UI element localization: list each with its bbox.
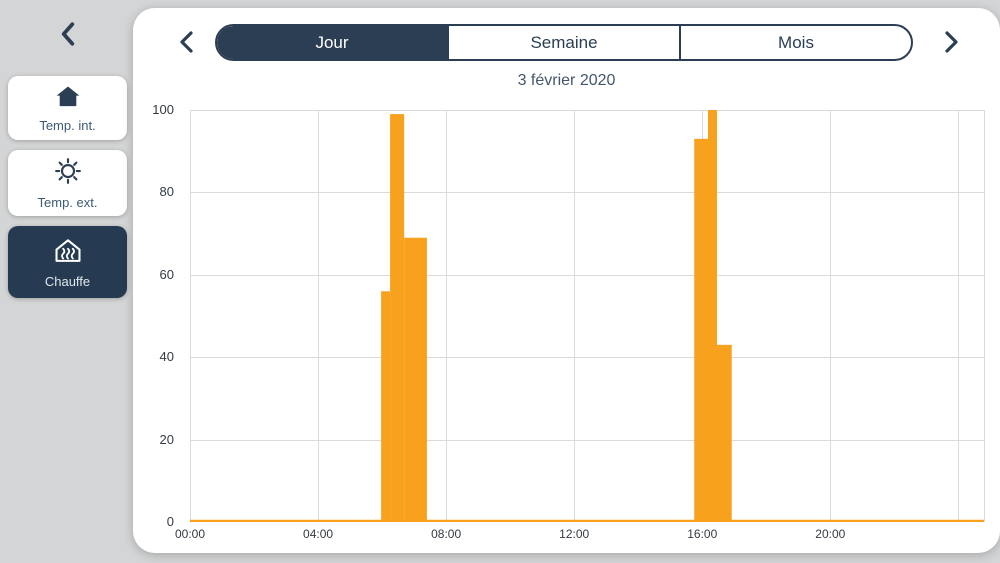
chart-date-title: 3 février 2020 (517, 72, 616, 89)
y-tick-label: 80 (159, 184, 174, 200)
sidebar-item-label: Temp. int. (39, 117, 96, 133)
house-icon (54, 84, 82, 114)
sidebar-item-label: Chauffe (44, 273, 91, 289)
next-period-button[interactable] (937, 30, 965, 58)
y-axis-labels: 0 20 40 60 80 100 (133, 102, 182, 529)
prev-period-button[interactable] (173, 30, 201, 58)
y-tick-label: 100 (152, 102, 174, 117)
heating-bar (390, 114, 405, 523)
sensor-selector: Temp. int. Temp. ext. (8, 76, 127, 298)
tab-semaine[interactable]: Semaine (447, 26, 679, 59)
y-tick-label: 60 (159, 266, 174, 282)
chart-canvas (190, 110, 984, 523)
main-panel: Jour Semaine Mois 3 février 2020 0 20 40 60… (133, 8, 1000, 553)
heating-icon (52, 236, 84, 270)
x-tick-label: 04:00 (303, 527, 334, 541)
sidebar-item-label: Temp. ext. (37, 195, 98, 210)
heating-bar (716, 344, 732, 522)
tab-mois[interactable]: Mois (679, 26, 911, 59)
x-axis-labels: 00:00 04:00 08:00 12:00 16:00 20:00 (175, 527, 985, 543)
x-tick-label: 08:00 (431, 527, 462, 541)
y-tick-label: 20 (159, 431, 174, 447)
chevron-right-icon (941, 30, 961, 59)
chart-plot (190, 110, 985, 523)
tab-jour[interactable]: Jour (217, 26, 447, 59)
heating-bar (381, 291, 391, 522)
back-button[interactable] (52, 20, 84, 52)
y-tick-label: 40 (159, 349, 174, 365)
chevron-left-icon (177, 30, 197, 59)
sidebar-item-chauffe[interactable]: Chauffe (8, 226, 127, 298)
heating-bar (708, 110, 717, 522)
heating-bar (404, 237, 427, 522)
x-tick-label: 12:00 (559, 527, 590, 541)
sun-icon (53, 156, 83, 191)
y-tick-label: 0 (166, 514, 174, 529)
period-tabs: Jour Semaine Mois (215, 24, 913, 61)
sidebar-item-temp-ext[interactable]: Temp. ext. (8, 150, 127, 216)
sidebar-item-temp-int[interactable]: Temp. int. (8, 76, 127, 140)
x-tick-label: 20:00 (815, 527, 846, 541)
chevron-left-icon (56, 20, 80, 53)
x-tick-label: 00:00 (174, 527, 206, 541)
x-tick-label: 16:00 (687, 527, 718, 541)
heating-bar (694, 138, 709, 522)
